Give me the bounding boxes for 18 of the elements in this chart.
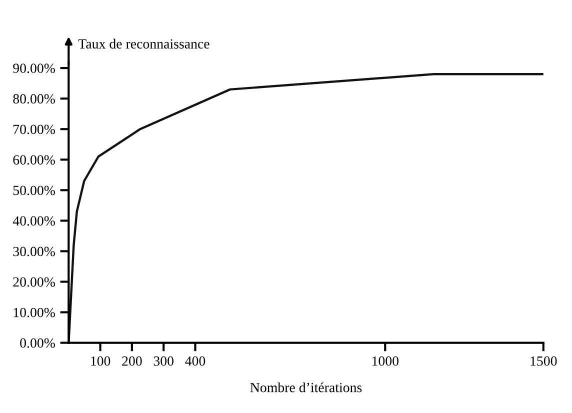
y-tick-label: 70.00%	[14, 124, 55, 134]
y-tick-label: 20.00%	[13, 277, 55, 287]
y-tick-label: 0.00%	[20, 338, 55, 348]
y-tick-label: 10.00%	[14, 308, 55, 318]
x-tick-label: 100	[91, 356, 110, 366]
y-tick-label: 40.00%	[12, 216, 55, 226]
y-tick-label: 80.00%	[13, 94, 55, 104]
y-tick-label: 60.00%	[13, 155, 55, 165]
x-tick-label: 1000	[372, 356, 399, 366]
y-tick-label: 30.00%	[13, 246, 55, 256]
x-tick-label: 200	[122, 356, 142, 366]
x-tick-label: 1500	[530, 356, 557, 366]
y-tick-label: 90.00%	[13, 64, 55, 74]
x-axis-title: Nombre d’itérations	[250, 382, 362, 392]
x-tick-label: 400	[185, 356, 206, 366]
y-tick-label: 50.00%	[13, 186, 55, 196]
x-tick-label: 300	[154, 356, 174, 366]
y-axis-title: Taux de reconnaissance	[78, 38, 210, 49]
